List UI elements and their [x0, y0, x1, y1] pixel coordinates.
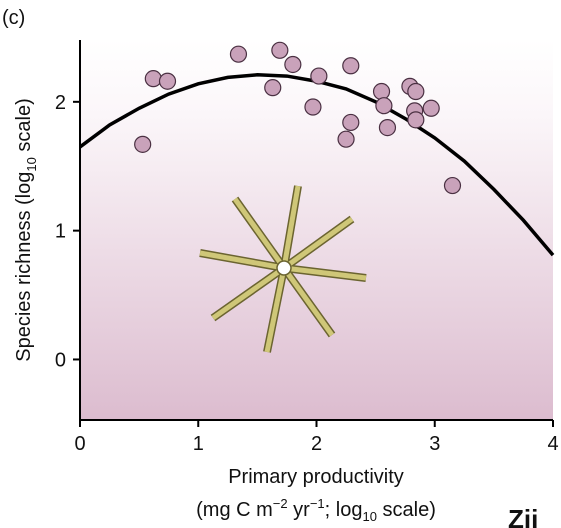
x-tick-label: 2: [311, 433, 322, 455]
data-point: [160, 73, 176, 89]
x-label-part: ; log: [325, 499, 363, 521]
data-point: [338, 131, 354, 147]
chart: (c) Species richness (log10 scale) Prima…: [0, 0, 561, 528]
x-label-part: yr: [288, 499, 311, 521]
x-label-part: −2: [273, 496, 288, 511]
data-point: [423, 100, 439, 116]
data-point: [408, 112, 424, 128]
data-point: [135, 136, 151, 152]
data-point: [305, 99, 321, 115]
y-axis-label: Species richness (log10 scale): [13, 98, 39, 361]
x-label-part: −1: [310, 496, 325, 511]
data-point: [444, 178, 460, 194]
x-tick-label: 4: [547, 433, 558, 455]
x-tick-label: 0: [74, 433, 85, 455]
y-label-part: 10: [24, 157, 39, 171]
data-point: [145, 71, 161, 87]
data-point: [230, 46, 246, 62]
y-tick-label: 1: [55, 221, 66, 243]
x-label-part: scale): [377, 499, 436, 521]
x-label-part: 10: [362, 509, 376, 524]
data-point: [379, 120, 395, 136]
data-point: [376, 98, 392, 114]
data-point: [374, 84, 390, 100]
x-label-part: (mg C m: [196, 499, 273, 521]
x-axis-label: Primary productivity: [228, 466, 404, 488]
corner-text: Zii: [508, 504, 538, 528]
panel-label: (c): [2, 7, 25, 29]
y-tick-label: 0: [55, 349, 66, 371]
y-label-part: scale): [13, 98, 35, 157]
page: (c) Species richness (log10 scale) Prima…: [0, 0, 561, 528]
data-point: [272, 42, 288, 58]
data-point: [311, 68, 327, 84]
data-point: [285, 56, 301, 72]
y-tick-label: 2: [55, 92, 66, 114]
x-tick-label: 3: [429, 433, 440, 455]
x-axis-label-units: (mg C m−2 yr−1; log10 scale): [196, 496, 436, 524]
data-point: [265, 80, 281, 96]
x-tick-label: 1: [193, 433, 204, 455]
data-point: [343, 114, 359, 130]
data-point: [408, 84, 424, 100]
y-label-part: Species richness (log: [13, 172, 35, 362]
plot-background: [80, 40, 553, 420]
data-point: [343, 58, 359, 74]
